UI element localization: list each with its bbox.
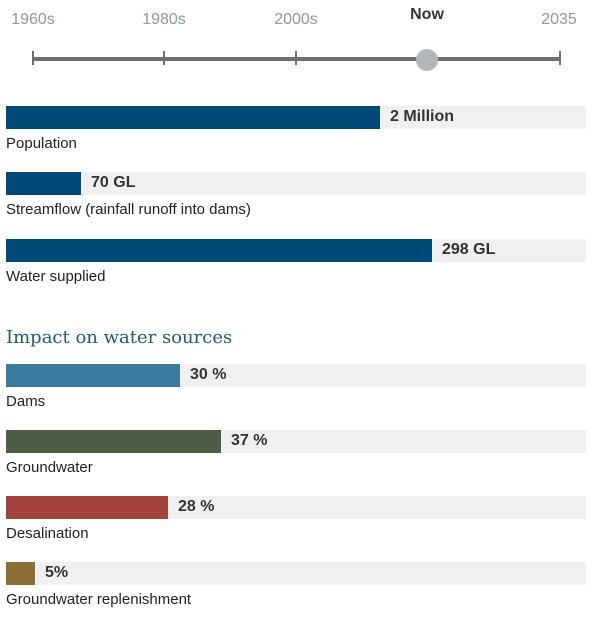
- impact-row-groundwater: 37 % Groundwater: [6, 430, 586, 476]
- bar-fill: [6, 496, 168, 519]
- bar-value: 298 GL: [442, 241, 496, 258]
- metric-row-streamflow: 70 GL Streamflow (rainfall runoff into d…: [6, 172, 586, 218]
- bar-label: Groundwater: [6, 459, 93, 476]
- timeline-label-1980s[interactable]: 1980s: [142, 11, 186, 28]
- impact-row-groundwater-replenishment: 5% Groundwater replenishment: [6, 562, 586, 608]
- bar-value: 37 %: [231, 432, 268, 449]
- timeline-tick: [559, 51, 561, 65]
- bar-value: 70 GL: [91, 174, 136, 191]
- bar-track: 30 %: [6, 364, 586, 387]
- timeline-label-2000s[interactable]: 2000s: [274, 11, 318, 28]
- bar-track: 298 GL: [6, 239, 586, 262]
- bar-track: 70 GL: [6, 172, 586, 195]
- bar-fill: [6, 430, 221, 453]
- impact-row-desalination: 28 % Desalination: [6, 496, 586, 542]
- bar-fill: [6, 239, 432, 262]
- timeline-tick: [295, 51, 297, 65]
- bar-track: 37 %: [6, 430, 586, 453]
- timeline-track[interactable]: [33, 57, 561, 61]
- bar-fill: [6, 364, 180, 387]
- bar-label: Groundwater replenishment: [6, 591, 192, 608]
- timeline-tick: [163, 51, 165, 65]
- timeline-label-2035[interactable]: 2035: [541, 11, 577, 28]
- timeline-label-now[interactable]: Now: [410, 6, 444, 23]
- timeline-tick: [32, 51, 34, 65]
- bar-track: 5%: [6, 562, 586, 585]
- section-title: Impact on water sources: [6, 327, 233, 348]
- bar-fill: [6, 172, 81, 195]
- metric-row-water-supplied: 298 GL Water supplied: [6, 239, 586, 285]
- timeline: 1960s 1980s 2000s Now 2035: [0, 0, 599, 80]
- bar-value: 28 %: [178, 498, 215, 515]
- bar-fill: [6, 562, 35, 585]
- bar-fill: [6, 106, 380, 129]
- bar-label: Population: [6, 135, 77, 152]
- bar-value: 5%: [45, 564, 69, 581]
- timeline-label-1960s[interactable]: 1960s: [11, 11, 55, 28]
- metric-row-population: 2 Million Population: [6, 106, 586, 152]
- bar-track: 2 Million: [6, 106, 586, 129]
- impact-row-dams: 30 % Dams: [6, 364, 586, 410]
- bar-label: Desalination: [6, 525, 89, 542]
- bar-track: 28 %: [6, 496, 586, 519]
- bar-value: 2 Million: [390, 108, 454, 125]
- bar-label: Water supplied: [6, 268, 106, 285]
- bar-value: 30 %: [190, 366, 227, 383]
- bar-label: Dams: [6, 393, 46, 410]
- timeline-slider-handle[interactable]: [416, 49, 438, 71]
- bar-label: Streamflow (rainfall runoff into dams): [6, 201, 251, 218]
